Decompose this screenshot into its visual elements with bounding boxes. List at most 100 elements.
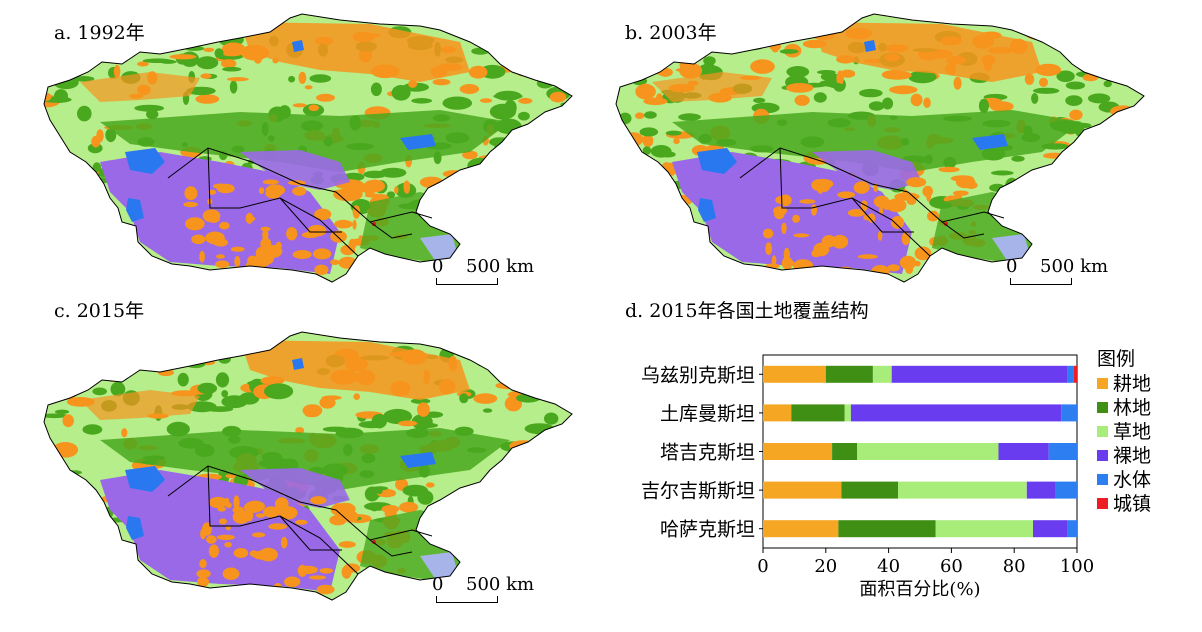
land-patch — [1068, 173, 1079, 180]
land-patch — [1126, 154, 1144, 165]
land-patch — [219, 518, 227, 525]
land-patch — [1001, 201, 1025, 214]
land-patch — [544, 412, 559, 425]
bar-segment — [825, 365, 873, 383]
land-patch — [202, 209, 221, 223]
land-patch — [877, 230, 883, 241]
land-patch — [258, 187, 265, 195]
land-patch — [1077, 177, 1090, 184]
land-patch — [540, 179, 566, 185]
land-patch — [661, 162, 672, 176]
land-patch — [799, 199, 816, 204]
water-body — [1030, 172, 1046, 186]
land-patch — [753, 97, 766, 103]
x-tick-label: 100 — [1060, 556, 1094, 577]
land-patch — [476, 181, 501, 189]
land-patch — [1103, 80, 1112, 88]
land-patch — [284, 576, 301, 588]
land-patch — [78, 26, 107, 40]
land-patch — [533, 56, 554, 72]
land-patch — [365, 179, 385, 193]
land-patch — [221, 59, 237, 69]
land-patch — [507, 165, 530, 175]
land-patch — [225, 473, 237, 479]
land-patch — [494, 90, 522, 101]
land-patch — [793, 233, 810, 238]
land-patch — [255, 513, 266, 518]
land-patch — [60, 354, 89, 359]
land-patch — [537, 33, 555, 41]
water-body — [125, 466, 165, 492]
land-patch — [183, 201, 198, 208]
bar-segment — [1061, 404, 1077, 422]
land-patch — [1040, 201, 1065, 215]
land-patch — [70, 28, 100, 41]
land-patch — [1065, 81, 1086, 90]
land-patch — [650, 145, 672, 158]
land-patch — [121, 428, 128, 438]
land-patch — [1024, 183, 1049, 196]
land-patch — [234, 255, 241, 268]
panel-a-label: a. 1992年 — [54, 22, 145, 44]
bar-segment — [898, 481, 1027, 499]
land-patch — [91, 135, 101, 148]
legend-label: 水体 — [1113, 469, 1151, 491]
land-patch — [1087, 150, 1107, 160]
panel-b-label: b. 2003年 — [625, 22, 717, 44]
land-patch — [233, 495, 240, 510]
land-patch — [522, 65, 549, 78]
land-patch — [786, 66, 810, 78]
water-body — [400, 134, 436, 150]
land-patch — [275, 241, 282, 251]
land-patch — [1056, 70, 1075, 83]
land-patch — [249, 550, 258, 557]
land-patch — [439, 508, 459, 513]
land-patch — [765, 242, 772, 256]
land-patch — [505, 181, 515, 187]
land-patch — [104, 366, 120, 382]
water-body — [697, 148, 737, 174]
water-body — [698, 198, 716, 222]
bar-segment — [872, 365, 892, 383]
land-patch — [398, 420, 418, 427]
land-patch — [169, 54, 197, 60]
land-patch — [557, 142, 572, 154]
land-patch — [544, 181, 569, 191]
land-patch — [635, 83, 656, 100]
land-patch — [363, 170, 387, 179]
land-patch — [762, 228, 774, 239]
land-patch — [474, 348, 499, 356]
land-patch — [71, 481, 81, 491]
bar-segment — [763, 404, 792, 422]
land-patch — [528, 520, 539, 526]
land-patch — [334, 219, 353, 229]
bar-segment — [998, 443, 1049, 460]
land-patch — [1111, 113, 1141, 121]
land-patch — [516, 476, 538, 483]
land-patch — [352, 219, 357, 230]
land-patch — [860, 200, 868, 212]
land-patch — [563, 392, 572, 407]
land-patch — [621, 182, 637, 189]
land-patch — [743, 42, 765, 51]
water-body — [292, 40, 304, 52]
land-patch — [367, 263, 378, 276]
land-patch — [52, 492, 69, 497]
land-patch — [549, 191, 572, 201]
land-patch — [774, 207, 785, 220]
land-patch — [146, 109, 159, 120]
land-patch — [44, 489, 47, 501]
land-patch — [301, 231, 319, 239]
land-patch — [53, 36, 65, 52]
land-patch — [247, 255, 259, 267]
bar-segment — [838, 520, 936, 538]
land-patch — [1109, 136, 1138, 149]
scale-distance-label: 500 km — [466, 574, 535, 595]
land-patch — [889, 85, 918, 95]
land-patch — [509, 440, 538, 452]
land-patch — [678, 113, 701, 121]
land-patch — [837, 191, 856, 199]
land-patch — [197, 382, 218, 394]
land-patch — [1020, 186, 1031, 200]
land-patch — [134, 104, 165, 112]
